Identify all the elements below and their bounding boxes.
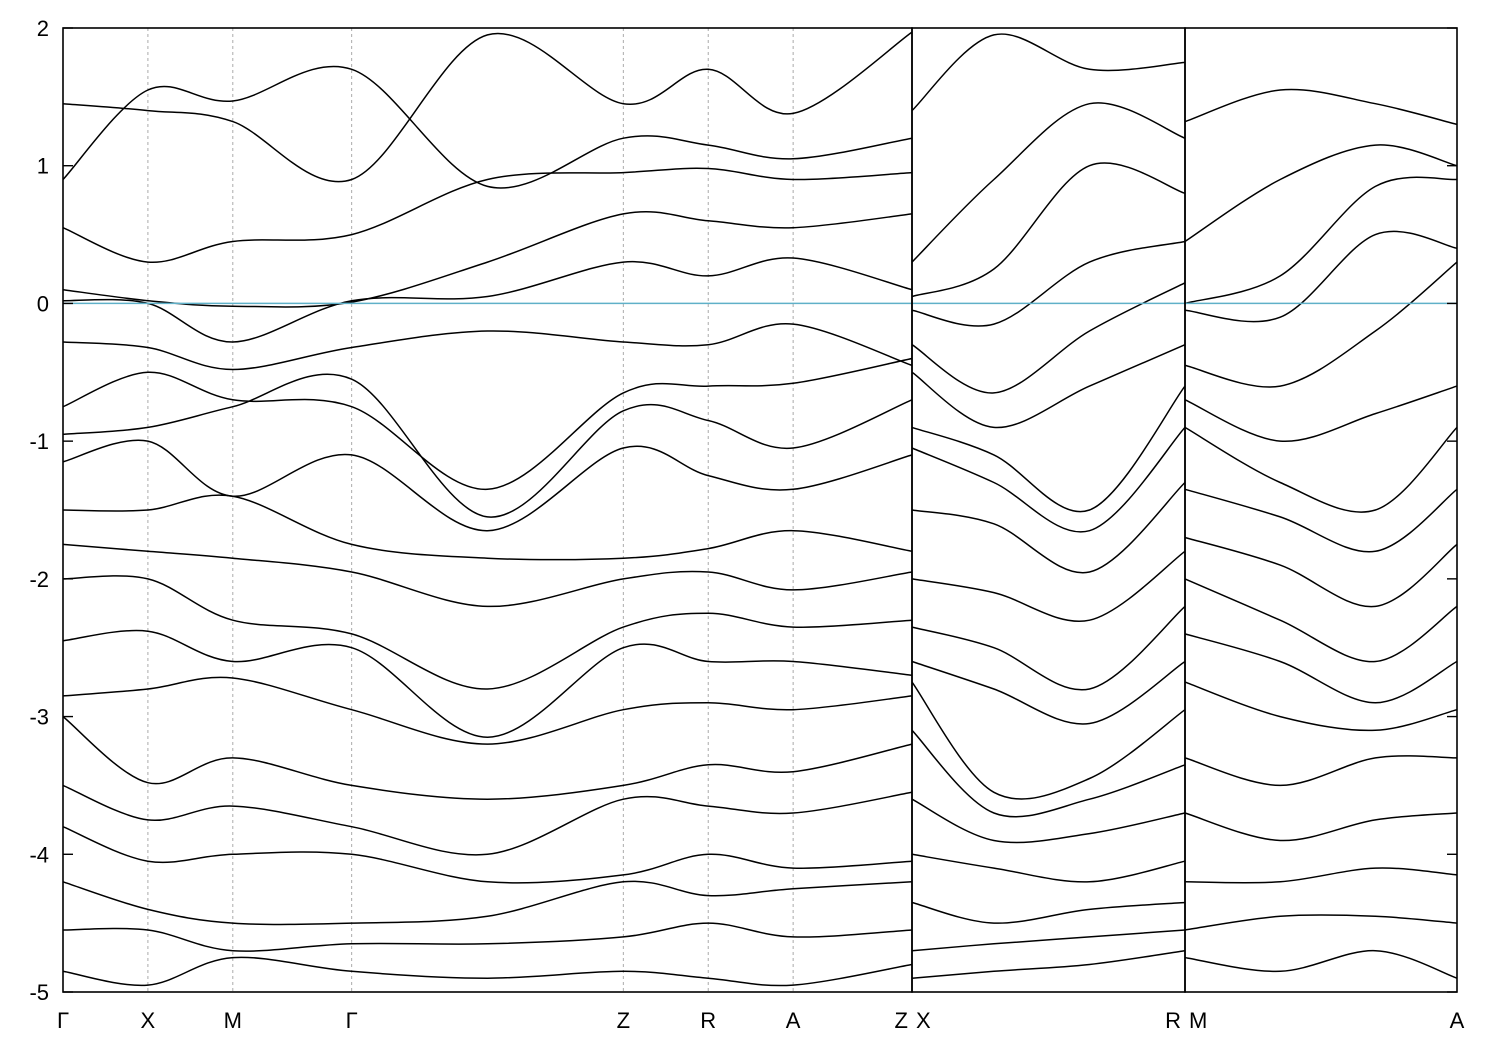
energy-band-line <box>911 681 1186 800</box>
x-tick-label: Γ <box>57 1008 69 1033</box>
x-tick-label: X <box>141 1008 156 1033</box>
x-tick-label: R <box>1165 1008 1181 1033</box>
energy-band-line <box>62 494 913 561</box>
x-tick-label: A <box>786 1008 801 1033</box>
energy-band-line <box>911 426 1186 533</box>
y-tick-label: -1 <box>29 429 49 454</box>
y-tick-label: -2 <box>29 567 49 592</box>
energy-band-line <box>62 922 913 952</box>
energy-band-line <box>62 826 913 884</box>
energy-band-line <box>1184 536 1458 608</box>
energy-band-line <box>911 33 1186 112</box>
energy-band-line <box>1184 949 1458 979</box>
energy-band-line <box>911 798 1186 844</box>
energy-band-line <box>911 162 1186 298</box>
energy-band-line <box>911 385 1186 513</box>
panel-frame <box>1184 27 1458 993</box>
energy-band-line <box>911 282 1186 394</box>
y-tick-label: 1 <box>37 154 49 179</box>
x-tick-label: M <box>224 1008 242 1033</box>
energy-band-line <box>1184 812 1458 842</box>
energy-band-line <box>911 929 1186 952</box>
energy-band-line <box>1184 176 1458 305</box>
energy-band-line <box>62 716 913 800</box>
energy-band-line <box>911 660 1186 725</box>
energy-band-line <box>62 373 913 518</box>
energy-band-line <box>1184 230 1458 323</box>
energy-band-line <box>62 167 913 263</box>
energy-band-line <box>62 880 913 926</box>
energy-band-line <box>911 102 1186 263</box>
energy-band-line <box>62 784 913 856</box>
frame-layer <box>62 27 1458 993</box>
x-tick-label: A <box>1450 1008 1465 1033</box>
x-tick-label: Z <box>895 1008 908 1033</box>
energy-band-line <box>1184 88 1458 126</box>
energy-band-line <box>1184 426 1458 513</box>
y-axis-ticks: -5 -4 -3 -2 -1 0 1 2 <box>29 16 1457 1005</box>
energy-band-line <box>911 729 1186 818</box>
band-layer <box>62 31 1458 987</box>
energy-band-line <box>1184 633 1458 704</box>
energy-band-line <box>911 481 1186 574</box>
energy-band-line <box>62 956 913 987</box>
x-tick-label: M <box>1189 1008 1207 1033</box>
energy-band-line <box>911 949 1186 979</box>
panel-frame <box>62 27 913 993</box>
energy-band-line <box>911 550 1186 623</box>
energy-band-line <box>911 344 1186 429</box>
energy-band-line <box>62 543 913 608</box>
energy-band-line <box>62 439 913 532</box>
y-tick-label: -3 <box>29 705 49 730</box>
energy-band-line <box>1184 144 1458 243</box>
energy-band-line <box>1184 914 1458 931</box>
x-tick-label: Γ <box>346 1008 358 1033</box>
energy-band-line <box>911 853 1186 883</box>
energy-band-line <box>1184 261 1458 388</box>
energy-band-line <box>1184 755 1458 787</box>
y-tick-label: -5 <box>29 980 49 1005</box>
energy-band-line <box>62 676 913 745</box>
y-tick-label: -4 <box>29 842 49 867</box>
energy-band-line <box>1184 488 1458 553</box>
energy-band-line <box>62 210 913 308</box>
x-tick-label: X <box>916 1008 931 1033</box>
energy-band-line <box>62 357 913 491</box>
energy-band-line <box>62 322 913 371</box>
energy-band-line <box>1184 681 1458 732</box>
energy-band-line <box>62 65 913 189</box>
energy-band-line <box>62 257 913 343</box>
x-tick-label: Z <box>617 1008 630 1033</box>
energy-band-line <box>1184 867 1458 884</box>
panel-frame <box>911 27 1186 993</box>
y-tick-label: 2 <box>37 16 49 41</box>
energy-band-line <box>62 575 913 690</box>
energy-band-line <box>62 31 913 183</box>
energy-band-line <box>1184 578 1458 663</box>
energy-band-line <box>911 605 1186 691</box>
energy-band-line <box>911 901 1186 924</box>
energy-band-line <box>62 629 913 738</box>
energy-band-line <box>1184 385 1458 442</box>
x-tick-label: R <box>700 1008 716 1033</box>
energy-band-line <box>911 240 1186 327</box>
y-tick-label: 0 <box>37 291 49 316</box>
